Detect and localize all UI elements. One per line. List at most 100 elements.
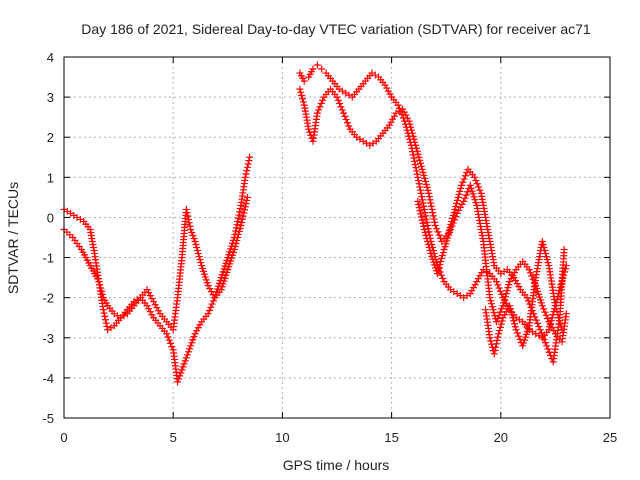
trace-marker — [438, 255, 446, 263]
y-tick-label: 0 — [47, 210, 54, 225]
trace-marker — [175, 375, 183, 383]
data-point — [405, 117, 413, 125]
trace-marker — [236, 205, 244, 213]
trace-marker — [422, 231, 430, 239]
data-point — [399, 105, 407, 113]
data-point — [451, 205, 459, 213]
trace-marker — [414, 177, 422, 185]
trace-marker — [299, 98, 307, 106]
data-point — [538, 302, 546, 310]
data-point — [191, 238, 199, 246]
trace-marker — [502, 290, 510, 298]
trace-marker — [183, 351, 191, 359]
trace-marker — [495, 327, 503, 335]
trace-marker — [235, 227, 243, 235]
trace-marker — [239, 212, 247, 220]
trace-marker — [541, 339, 549, 347]
plot-frame — [63, 56, 611, 419]
data-point — [305, 125, 313, 133]
trace-marker — [544, 259, 552, 267]
trace-marker — [242, 170, 250, 178]
trace-marker — [196, 256, 204, 264]
trace-marker — [434, 267, 442, 275]
trace-marker — [243, 163, 251, 171]
trace-marker — [501, 296, 509, 304]
trace-marker — [343, 119, 351, 127]
trace-marker — [315, 106, 323, 114]
trace-marker — [496, 323, 504, 331]
trace-marker — [513, 329, 521, 337]
trace-marker — [233, 237, 241, 245]
trace-marker — [185, 219, 193, 227]
trace-marker — [429, 212, 437, 220]
trace-marker — [553, 308, 561, 316]
trace-marker — [543, 256, 551, 264]
trace-marker — [334, 96, 342, 104]
data-point — [178, 366, 186, 374]
trace-marker — [205, 307, 213, 315]
trace-marker — [453, 196, 461, 204]
trace-marker — [475, 183, 483, 191]
trace-marker — [555, 314, 563, 322]
trace-marker — [468, 287, 476, 295]
trace-marker — [412, 144, 420, 152]
trace-marker — [452, 213, 460, 221]
trace-marker — [193, 247, 201, 255]
trace-marker — [418, 193, 426, 201]
data-point — [499, 314, 507, 322]
x-tick-label: 10 — [275, 430, 289, 445]
trace-marker — [416, 156, 424, 164]
trace-marker — [505, 281, 513, 289]
trace-marker — [423, 218, 431, 226]
trace-marker — [190, 235, 198, 243]
trace-marker — [509, 314, 517, 322]
trace-marker — [541, 308, 549, 316]
trace-marker — [515, 332, 523, 340]
data-point — [204, 282, 212, 290]
data-point — [447, 225, 455, 233]
data-point — [381, 81, 389, 89]
trace-marker — [412, 167, 420, 175]
trace-marker — [539, 332, 547, 340]
y-tick-label: -5 — [42, 411, 54, 426]
trace-marker — [532, 316, 540, 324]
trace-marker — [415, 153, 423, 161]
trace-marker — [472, 177, 480, 185]
trace-marker — [470, 284, 477, 292]
grid — [64, 57, 610, 418]
trace-marker — [474, 275, 482, 283]
trace-marker — [232, 240, 240, 248]
trace-marker — [471, 281, 479, 289]
data-point — [551, 302, 559, 310]
trace-marker — [419, 168, 427, 176]
data-point — [492, 278, 500, 286]
trace-marker — [243, 167, 251, 175]
trace-marker — [528, 272, 536, 280]
trace-marker — [193, 244, 201, 252]
trace-marker — [418, 216, 426, 224]
data-point — [457, 181, 465, 189]
trace-marker — [189, 336, 197, 344]
trace-marker — [231, 243, 239, 251]
trace-marker — [492, 340, 500, 348]
trace-marker — [232, 224, 240, 232]
trace-marker — [501, 311, 509, 319]
trace-marker — [430, 215, 438, 223]
y-tick-label: 3 — [47, 90, 54, 105]
trace-marker — [462, 191, 470, 199]
trace-marker — [494, 281, 502, 289]
trace-marker — [434, 228, 442, 236]
trace-marker — [450, 208, 458, 216]
trace-marker — [541, 247, 549, 255]
trace-marker — [192, 241, 200, 249]
trace-marker — [146, 308, 154, 316]
trace-marker — [407, 123, 415, 131]
data-point — [313, 109, 321, 117]
trace-marker — [146, 292, 154, 300]
trace-marker — [421, 174, 429, 182]
data-point — [394, 101, 402, 109]
trace-marker — [487, 337, 495, 345]
trace-marker — [417, 162, 425, 170]
trace-marker — [98, 290, 106, 298]
